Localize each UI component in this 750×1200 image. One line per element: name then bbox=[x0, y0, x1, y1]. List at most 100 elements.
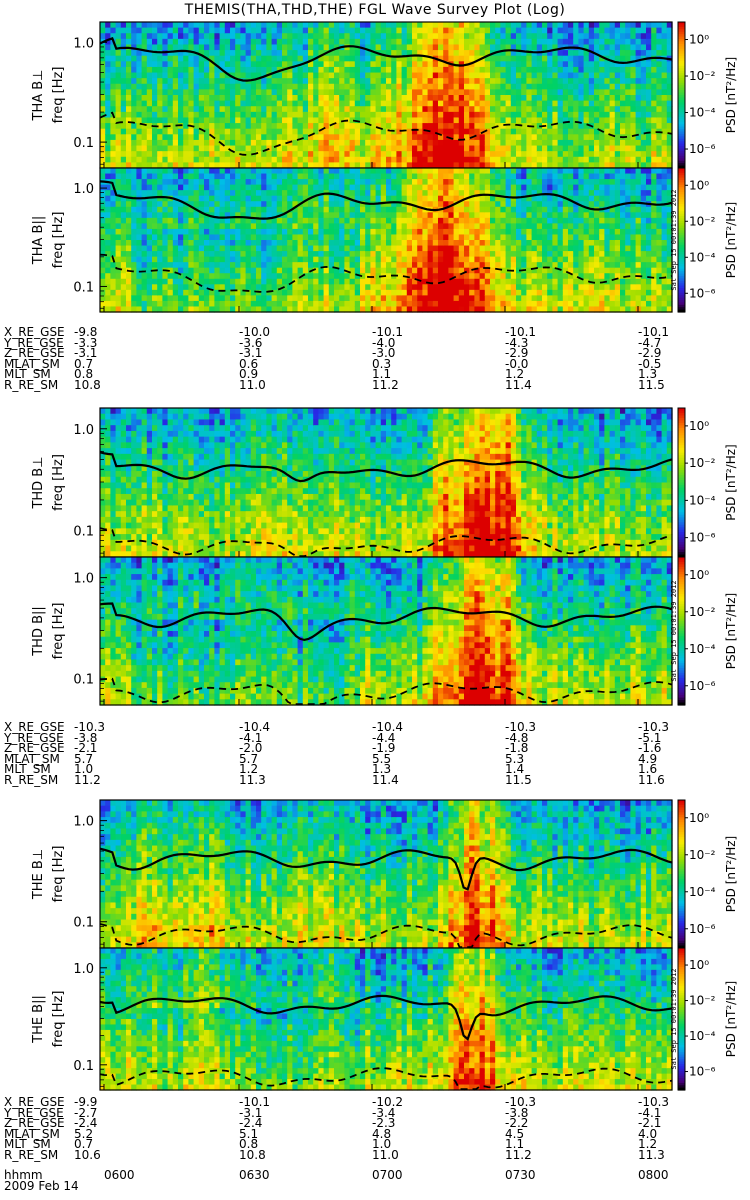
psd-cell bbox=[391, 61, 397, 68]
psd-cell bbox=[469, 173, 475, 180]
psd-cell bbox=[360, 22, 366, 29]
psd-cell bbox=[105, 123, 111, 130]
psd-cell bbox=[188, 206, 195, 213]
psd-cell bbox=[594, 162, 600, 169]
psd-cell bbox=[396, 134, 403, 141]
psd-cell bbox=[297, 89, 304, 96]
psd-cell bbox=[219, 44, 226, 51]
psd-cell bbox=[458, 251, 465, 258]
psd-cell bbox=[661, 44, 668, 51]
psd-cell bbox=[422, 234, 429, 241]
psd-cell bbox=[313, 38, 319, 46]
psd-cell bbox=[474, 217, 481, 224]
psd-cell bbox=[287, 145, 293, 152]
psd-cell bbox=[443, 156, 449, 163]
psd-cell bbox=[432, 273, 439, 280]
psd-cell bbox=[479, 300, 486, 308]
psd-cell bbox=[302, 245, 309, 252]
psd-cell bbox=[370, 151, 377, 158]
psd-cell bbox=[422, 27, 429, 34]
psd-cell bbox=[131, 289, 137, 296]
psd-cell bbox=[250, 240, 257, 247]
psd-cell bbox=[120, 289, 127, 296]
psd-cell bbox=[365, 134, 371, 141]
psd-cell bbox=[235, 184, 241, 191]
psd-cell bbox=[588, 72, 595, 79]
psd-cell bbox=[495, 212, 501, 219]
psd-cell bbox=[484, 228, 491, 236]
psd-cell bbox=[157, 278, 163, 285]
psd-cell bbox=[193, 289, 200, 296]
psd-cell bbox=[391, 256, 397, 263]
psd-cell bbox=[250, 55, 257, 62]
psd-cell bbox=[479, 228, 486, 236]
psd-cell bbox=[594, 139, 600, 147]
psd-cell bbox=[412, 100, 418, 107]
psd-cell bbox=[386, 228, 392, 236]
psd-cell bbox=[458, 168, 465, 175]
psd-cell bbox=[313, 201, 319, 208]
psd-cell bbox=[276, 44, 283, 51]
psd-cell bbox=[417, 95, 423, 102]
psd-cell bbox=[209, 33, 215, 40]
psd-cell bbox=[474, 100, 481, 107]
psd-cell bbox=[490, 27, 496, 34]
psd-cell bbox=[490, 145, 496, 152]
psd-cell bbox=[370, 300, 377, 308]
psd-cell bbox=[256, 278, 262, 285]
psd-cell bbox=[308, 223, 314, 230]
psd-cell bbox=[479, 295, 486, 302]
psd-cell bbox=[427, 256, 434, 263]
psd-cell bbox=[287, 300, 293, 308]
psd-cell bbox=[276, 89, 283, 96]
psd-cell bbox=[313, 223, 319, 230]
psd-cell bbox=[209, 201, 215, 208]
psd-cell bbox=[146, 267, 153, 274]
psd-cell bbox=[573, 117, 579, 124]
psd-cell bbox=[193, 190, 200, 197]
psd-cell bbox=[292, 145, 299, 152]
psd-cell bbox=[620, 50, 626, 57]
psd-cell bbox=[583, 139, 590, 147]
psd-cell bbox=[578, 33, 585, 40]
psd-cell bbox=[360, 273, 366, 280]
psd-cell bbox=[172, 284, 179, 291]
psd-cell bbox=[651, 83, 657, 90]
psd-cell bbox=[152, 234, 158, 241]
psd-cell bbox=[105, 162, 111, 169]
psd-cell bbox=[479, 22, 486, 29]
psd-cell bbox=[250, 278, 257, 285]
psd-cell bbox=[531, 106, 538, 113]
psd-cell bbox=[396, 111, 403, 119]
psd-cell bbox=[230, 201, 236, 208]
psd-cell bbox=[313, 245, 319, 252]
psd-cell bbox=[214, 195, 221, 202]
psd-cell bbox=[245, 206, 252, 213]
psd-cell bbox=[453, 22, 460, 29]
psd-cell bbox=[360, 134, 366, 141]
psd-cell bbox=[172, 162, 179, 169]
psd-cell bbox=[500, 228, 507, 236]
psd-cell bbox=[240, 300, 247, 308]
psd-cell bbox=[146, 234, 153, 241]
psd-cell bbox=[193, 201, 200, 208]
psd-cell bbox=[250, 300, 257, 308]
psd-cell bbox=[162, 128, 169, 135]
psd-cell bbox=[287, 251, 293, 258]
psd-cell bbox=[479, 240, 486, 247]
psd-cell bbox=[391, 262, 397, 269]
psd-cell bbox=[167, 66, 174, 74]
psd-cell bbox=[214, 117, 221, 124]
psd-cell bbox=[484, 300, 491, 308]
colorbar-step bbox=[678, 22, 685, 26]
psd-cell bbox=[115, 234, 122, 241]
psd-cell bbox=[110, 289, 117, 296]
psd-cell bbox=[422, 50, 429, 57]
psd-cell bbox=[401, 128, 408, 135]
psd-cell bbox=[245, 267, 252, 274]
psd-cell bbox=[422, 295, 429, 302]
psd-cell bbox=[126, 89, 132, 96]
psd-cell bbox=[417, 89, 423, 96]
psd-cell bbox=[235, 234, 241, 241]
psd-cell bbox=[422, 184, 429, 191]
